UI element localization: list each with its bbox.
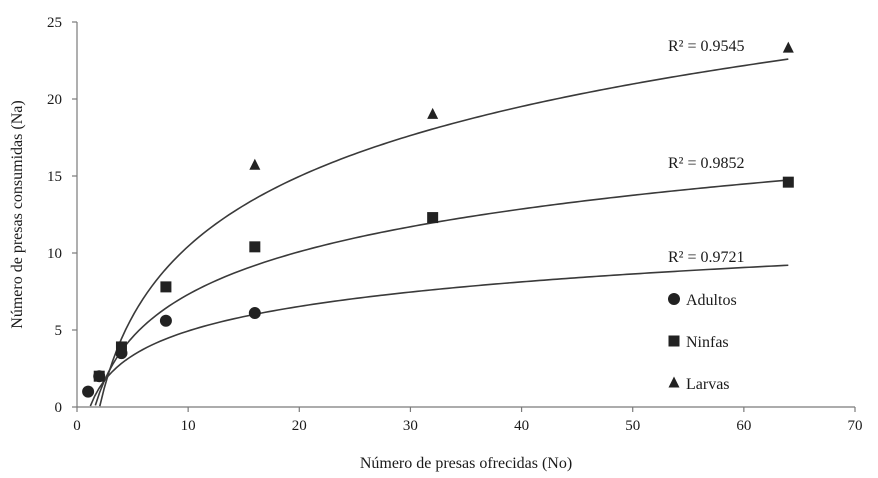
x-tick-label: 20 [292,418,307,434]
y-tick-label: 15 [47,169,62,185]
fit-curve-ninfas [94,179,789,406]
legend-marker-adultos [668,293,680,305]
r2-labels-group: R² = 0.9721 R² = 0.9852 R² = 0.9545 [668,38,745,266]
y-tick-label: 20 [47,92,62,108]
data-point-larvas [249,158,261,170]
legend-label-ninfas: Ninfas [686,334,729,351]
data-points-group [82,41,794,398]
data-point-ninfas [93,370,105,382]
r2-label-adultos: R² = 0.9721 [668,249,745,266]
data-point-ninfas [249,241,261,253]
x-axis-title: Número de presas ofrecidas (No) [360,455,572,472]
y-tick-label: 25 [47,15,62,31]
legend-marker-ninfas [668,335,680,347]
legend-label-larvas: Larvas [686,376,730,393]
legend: Adultos Ninfas Larvas [668,292,737,393]
r2-label-larvas: R² = 0.9545 [668,38,745,55]
data-point-larvas [782,41,794,53]
y-axis-title: Número de presas consumidas (Na) [9,100,26,328]
x-tick-label: 10 [181,418,196,434]
fit-curves-group [89,58,789,407]
x-tick-label: 40 [514,418,529,434]
data-point-adultos [82,385,95,398]
r2-label-ninfas: R² = 0.9852 [668,155,745,172]
legend-marker-larvas [668,376,680,388]
fit-curve-larvas [99,58,789,407]
data-point-larvas [427,107,439,119]
x-tick-label: 60 [736,418,751,434]
fit-curve-adultos [89,264,789,407]
data-point-ninfas [427,212,439,224]
x-tick-label: 0 [73,418,81,434]
x-tick-label: 30 [403,418,418,434]
y-tick-label: 0 [55,400,63,416]
data-point-ninfas [782,176,794,188]
data-point-adultos [159,314,172,327]
axes-group [76,22,855,408]
ticks-group: 0 10 20 30 40 50 60 70 0 5 10 15 20 25 [47,15,863,434]
x-tick-label: 70 [848,418,863,434]
x-tick-label: 50 [625,418,640,434]
data-point-ninfas [115,341,127,353]
legend-label-adultos: Adultos [686,292,737,309]
data-point-ninfas [160,281,172,293]
y-tick-label: 5 [55,323,63,339]
y-tick-label: 10 [47,246,62,262]
data-point-adultos [248,307,261,320]
